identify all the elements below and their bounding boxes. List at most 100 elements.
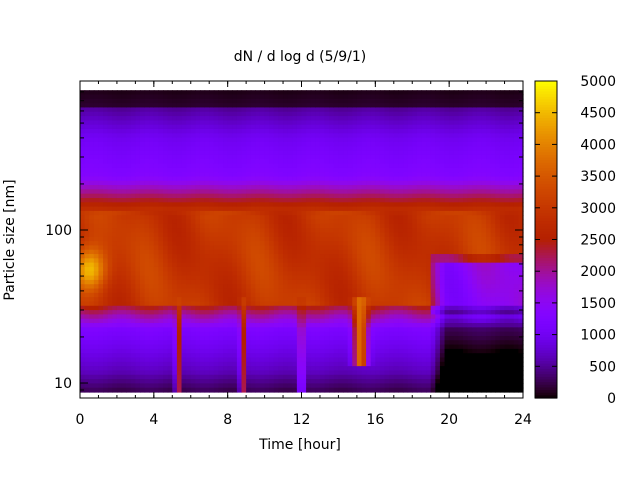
heatmap-cell xyxy=(324,370,330,376)
heatmap-cell xyxy=(296,163,303,169)
heatmap-cell xyxy=(384,310,390,315)
heatmap-cell xyxy=(301,383,307,389)
heatmap-cell xyxy=(356,258,363,264)
heatmap-cell xyxy=(324,172,330,178)
heatmap-cell xyxy=(167,335,173,341)
heatmap-cell xyxy=(343,206,349,212)
heatmap-cell xyxy=(384,245,390,251)
heatmap-cell xyxy=(356,172,363,178)
heatmap-cell xyxy=(227,146,233,152)
heatmap-cell xyxy=(264,193,270,199)
heatmap-cell xyxy=(389,292,395,298)
heatmap-cell xyxy=(301,90,307,96)
heatmap-cell xyxy=(149,103,155,109)
heatmap-cell xyxy=(356,90,363,96)
heatmap-cell xyxy=(135,111,141,117)
heatmap-cell xyxy=(296,366,303,372)
heatmap-cell xyxy=(384,357,390,363)
heatmap-cell xyxy=(144,167,150,173)
heatmap-cell xyxy=(121,383,127,389)
heatmap-cell xyxy=(121,98,127,104)
heatmap-cell xyxy=(389,297,395,303)
heatmap-cell xyxy=(250,331,256,337)
heatmap-cell xyxy=(283,279,289,285)
heatmap-cell xyxy=(163,357,169,363)
heatmap-cell xyxy=(379,245,386,251)
heatmap-cell xyxy=(209,284,215,290)
heatmap-cell xyxy=(403,340,409,346)
heatmap-cell xyxy=(306,193,312,199)
heatmap-cell xyxy=(121,340,127,346)
heatmap-cell xyxy=(153,383,160,389)
heatmap-cell xyxy=(375,116,381,121)
heatmap-cell xyxy=(370,305,376,311)
heatmap-cell xyxy=(278,323,284,328)
heatmap-cell xyxy=(389,98,395,104)
heatmap-cell xyxy=(379,344,386,350)
heatmap-cell xyxy=(343,318,349,324)
heatmap-cell xyxy=(107,387,113,393)
heatmap-cell xyxy=(361,348,367,354)
heatmap-cell xyxy=(324,305,330,311)
heatmap-cell xyxy=(389,193,395,199)
heatmap-cell xyxy=(103,172,109,178)
heatmap-cell xyxy=(403,98,409,104)
heatmap-cell xyxy=(283,292,289,298)
heatmap-cell xyxy=(343,340,349,346)
heatmap-cell xyxy=(259,335,266,341)
heatmap-cell xyxy=(144,266,150,272)
heatmap-cell xyxy=(259,357,266,363)
heatmap-cell xyxy=(93,383,100,389)
heatmap-cell xyxy=(273,366,280,372)
heatmap-cell xyxy=(227,241,233,246)
heatmap-cell xyxy=(223,357,229,363)
heatmap-cell xyxy=(107,379,113,384)
heatmap-cell xyxy=(121,318,127,324)
heatmap-cell xyxy=(112,133,118,139)
heatmap-cell xyxy=(130,353,136,359)
heatmap-cell xyxy=(393,353,399,359)
heatmap-cell xyxy=(223,116,229,121)
heatmap-cell xyxy=(273,249,280,255)
heatmap-cell xyxy=(181,254,187,259)
heatmap-cell xyxy=(190,241,196,246)
heatmap-cell xyxy=(89,288,95,294)
heatmap-cell xyxy=(370,223,376,229)
heatmap-cell xyxy=(301,128,307,134)
heatmap-cell xyxy=(269,180,275,186)
heatmap-cell xyxy=(149,193,155,199)
heatmap-cell xyxy=(209,159,215,165)
heatmap-cell xyxy=(366,111,372,117)
heatmap-cell xyxy=(389,94,395,100)
heatmap-cell xyxy=(287,271,293,277)
heatmap-cell xyxy=(296,387,303,393)
heatmap-cell xyxy=(324,310,330,315)
heatmap-cell xyxy=(273,189,280,195)
heatmap-cell xyxy=(227,94,233,100)
heatmap-cell xyxy=(213,141,220,147)
heatmap-cell xyxy=(343,107,349,113)
heatmap-cell xyxy=(199,383,206,389)
heatmap-cell xyxy=(292,236,298,242)
heatmap-cell xyxy=(232,357,238,363)
heatmap-cell xyxy=(264,133,270,139)
heatmap-cell xyxy=(379,361,386,367)
heatmap-cell xyxy=(250,279,256,285)
heatmap-cell xyxy=(112,279,118,285)
heatmap-cell xyxy=(204,172,210,178)
heatmap-cell xyxy=(329,340,335,346)
heatmap-cell xyxy=(241,120,247,126)
heatmap-cell xyxy=(167,193,173,199)
heatmap-cell xyxy=(116,189,123,195)
heatmap-cell xyxy=(153,202,160,208)
heatmap-cell xyxy=(227,370,233,376)
heatmap-cell xyxy=(273,387,280,393)
heatmap-cell xyxy=(163,98,169,104)
heatmap-cell xyxy=(186,141,192,147)
heatmap-cell xyxy=(329,271,335,277)
heatmap-cell xyxy=(186,215,192,221)
heatmap-cell xyxy=(306,305,312,311)
heatmap-cell xyxy=(264,124,270,130)
heatmap-cell xyxy=(167,180,173,186)
heatmap-cell xyxy=(315,228,321,234)
